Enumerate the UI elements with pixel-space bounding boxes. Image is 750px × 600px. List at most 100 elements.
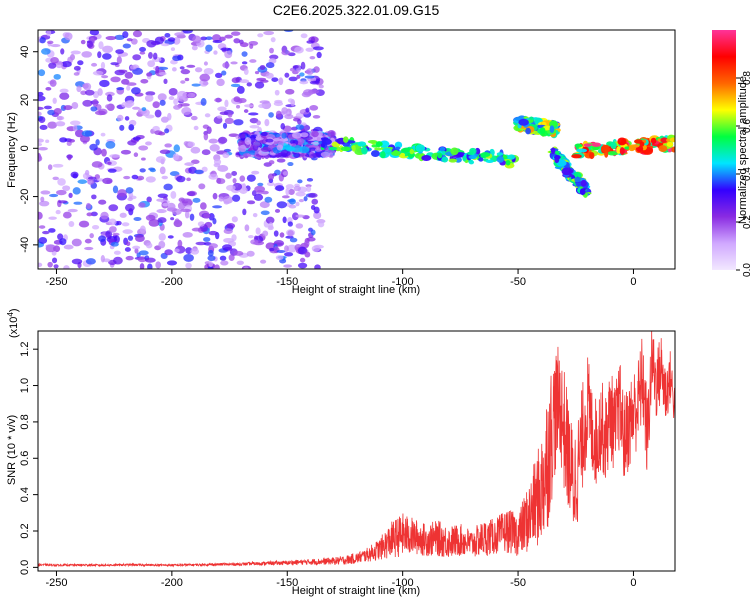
- spectrogram-blob: [164, 32, 171, 38]
- colorbar-gradient: [712, 30, 736, 270]
- spectrogram-blob: [244, 104, 254, 108]
- spectrogram-blob: [394, 141, 403, 149]
- spectrogram-blob: [81, 51, 93, 58]
- spectrogram-blob: [246, 174, 256, 182]
- spectrogram-blob: [85, 202, 91, 210]
- spectrogram-blob: [297, 246, 308, 255]
- spectrogram-blob: [136, 175, 145, 181]
- spectrogram-blob: [207, 249, 214, 257]
- spectrogram-blob: [610, 141, 617, 150]
- spectrogram-blob: [292, 65, 299, 69]
- spectrogram-blob: [232, 177, 237, 184]
- spectrogram-blob: [217, 106, 227, 112]
- spectrogram-blob: [100, 132, 106, 137]
- spectrogram-blob: [286, 244, 298, 253]
- spectrogram-blob: [101, 148, 107, 157]
- spectrogram-blob: [182, 30, 193, 34]
- spectrogram-blob: [184, 77, 190, 82]
- spectrogram-blob: [233, 119, 244, 126]
- spectrogram-blob: [166, 260, 178, 266]
- spectrogram-blob: [92, 99, 99, 107]
- x-tick-label: -100: [392, 577, 414, 589]
- spectrogram-blob: [496, 155, 505, 163]
- spectrogram-blob: [121, 222, 130, 227]
- spectrogram-blob: [285, 88, 295, 95]
- spectrogram-blob: [276, 158, 286, 163]
- spectrogram-blob: [56, 115, 65, 121]
- spectrogram-blob: [616, 146, 621, 154]
- spectrogram-blob: [309, 80, 320, 85]
- spectrogram-blob: [112, 256, 123, 265]
- spectrogram-blob: [119, 124, 125, 131]
- spectrogram-blob: [273, 230, 279, 237]
- spectrogram-blob: [180, 103, 190, 107]
- spectrogram-blob: [64, 32, 73, 41]
- colorbar-tick-label: 0.2: [742, 215, 750, 229]
- spectrogram-blob: [167, 37, 176, 42]
- spectrogram-y-ticks: -40 -20 0 20 40: [19, 46, 38, 253]
- spectrogram-blob: [288, 188, 295, 195]
- spectrogram-blob: [222, 62, 230, 69]
- spectrogram-blob: [148, 218, 160, 227]
- spectrogram-blob: [244, 224, 250, 232]
- spectrogram-blob: [370, 150, 380, 157]
- spectrogram-blob: [304, 251, 311, 258]
- spectrogram-blob: [233, 250, 244, 256]
- spectrogram-blob: [287, 98, 294, 103]
- spectrogram-blob: [222, 244, 233, 251]
- spectrogram-blob: [38, 142, 43, 147]
- spectrogram-blob: [41, 48, 51, 55]
- spectrogram-blob: [260, 259, 267, 264]
- spectrogram-blob: [131, 174, 139, 180]
- spectrogram-blob: [297, 118, 302, 125]
- spectrogram-blob: [275, 152, 281, 158]
- spectrogram-blob: [79, 134, 90, 143]
- spectrogram-blob: [219, 111, 229, 116]
- spectrogram-blob: [123, 175, 131, 180]
- spectrogram-blob: [132, 106, 141, 110]
- spectrogram-blob: [320, 151, 331, 158]
- spectrogram-blob: [217, 136, 228, 144]
- spectrogram-blob: [671, 146, 675, 153]
- spectrogram-blob: [68, 220, 75, 227]
- spectrogram-blob: [439, 146, 446, 152]
- spectrogram-blob: [619, 147, 625, 156]
- spectrogram-blob: [100, 211, 109, 220]
- spectrogram-blob: [212, 205, 223, 209]
- spectrogram-blob: [160, 43, 170, 47]
- spectrogram-blob: [299, 132, 309, 138]
- spectrogram-blob: [206, 126, 212, 135]
- colorbar-tick-label: 0.8: [742, 71, 750, 85]
- spectrogram-blob: [100, 61, 106, 70]
- y-tick-label: -20: [19, 189, 31, 205]
- spectrogram-blob: [624, 146, 630, 150]
- spectrogram-blob: [233, 38, 241, 44]
- spectrogram-blob: [288, 76, 298, 82]
- spectrogram-blob: [226, 223, 236, 229]
- spectrogram-blob: [126, 38, 133, 42]
- spectrogram-blob: [68, 192, 73, 198]
- spectrogram-blob: [203, 68, 214, 75]
- spectrogram-blob: [73, 201, 83, 205]
- spectrogram-blob: [89, 143, 98, 151]
- spectrogram-blob: [225, 172, 232, 179]
- spectrogram-blob: [124, 247, 131, 252]
- spectrogram-blob: [203, 61, 208, 66]
- spectrogram-blob: [263, 30, 275, 36]
- spectrogram-blob: [239, 175, 246, 182]
- spectrogram-blob: [507, 154, 516, 160]
- spectrogram-blob: [105, 230, 113, 238]
- spectrogram-blob: [265, 216, 275, 224]
- spectrogram-blob: [295, 201, 300, 207]
- spectrogram-blob: [59, 92, 70, 100]
- spectrogram-blob: [38, 111, 42, 117]
- spectrogram-blob: [202, 81, 209, 86]
- spectrogram-blob: [268, 112, 274, 118]
- spectrogram-blob: [243, 109, 249, 113]
- spectrogram-blob: [38, 225, 46, 229]
- spectrogram-blob: [224, 34, 233, 39]
- spectrogram-blob: [374, 147, 383, 151]
- spectrogram-blob: [46, 30, 52, 37]
- spectrogram-blob: [119, 212, 127, 218]
